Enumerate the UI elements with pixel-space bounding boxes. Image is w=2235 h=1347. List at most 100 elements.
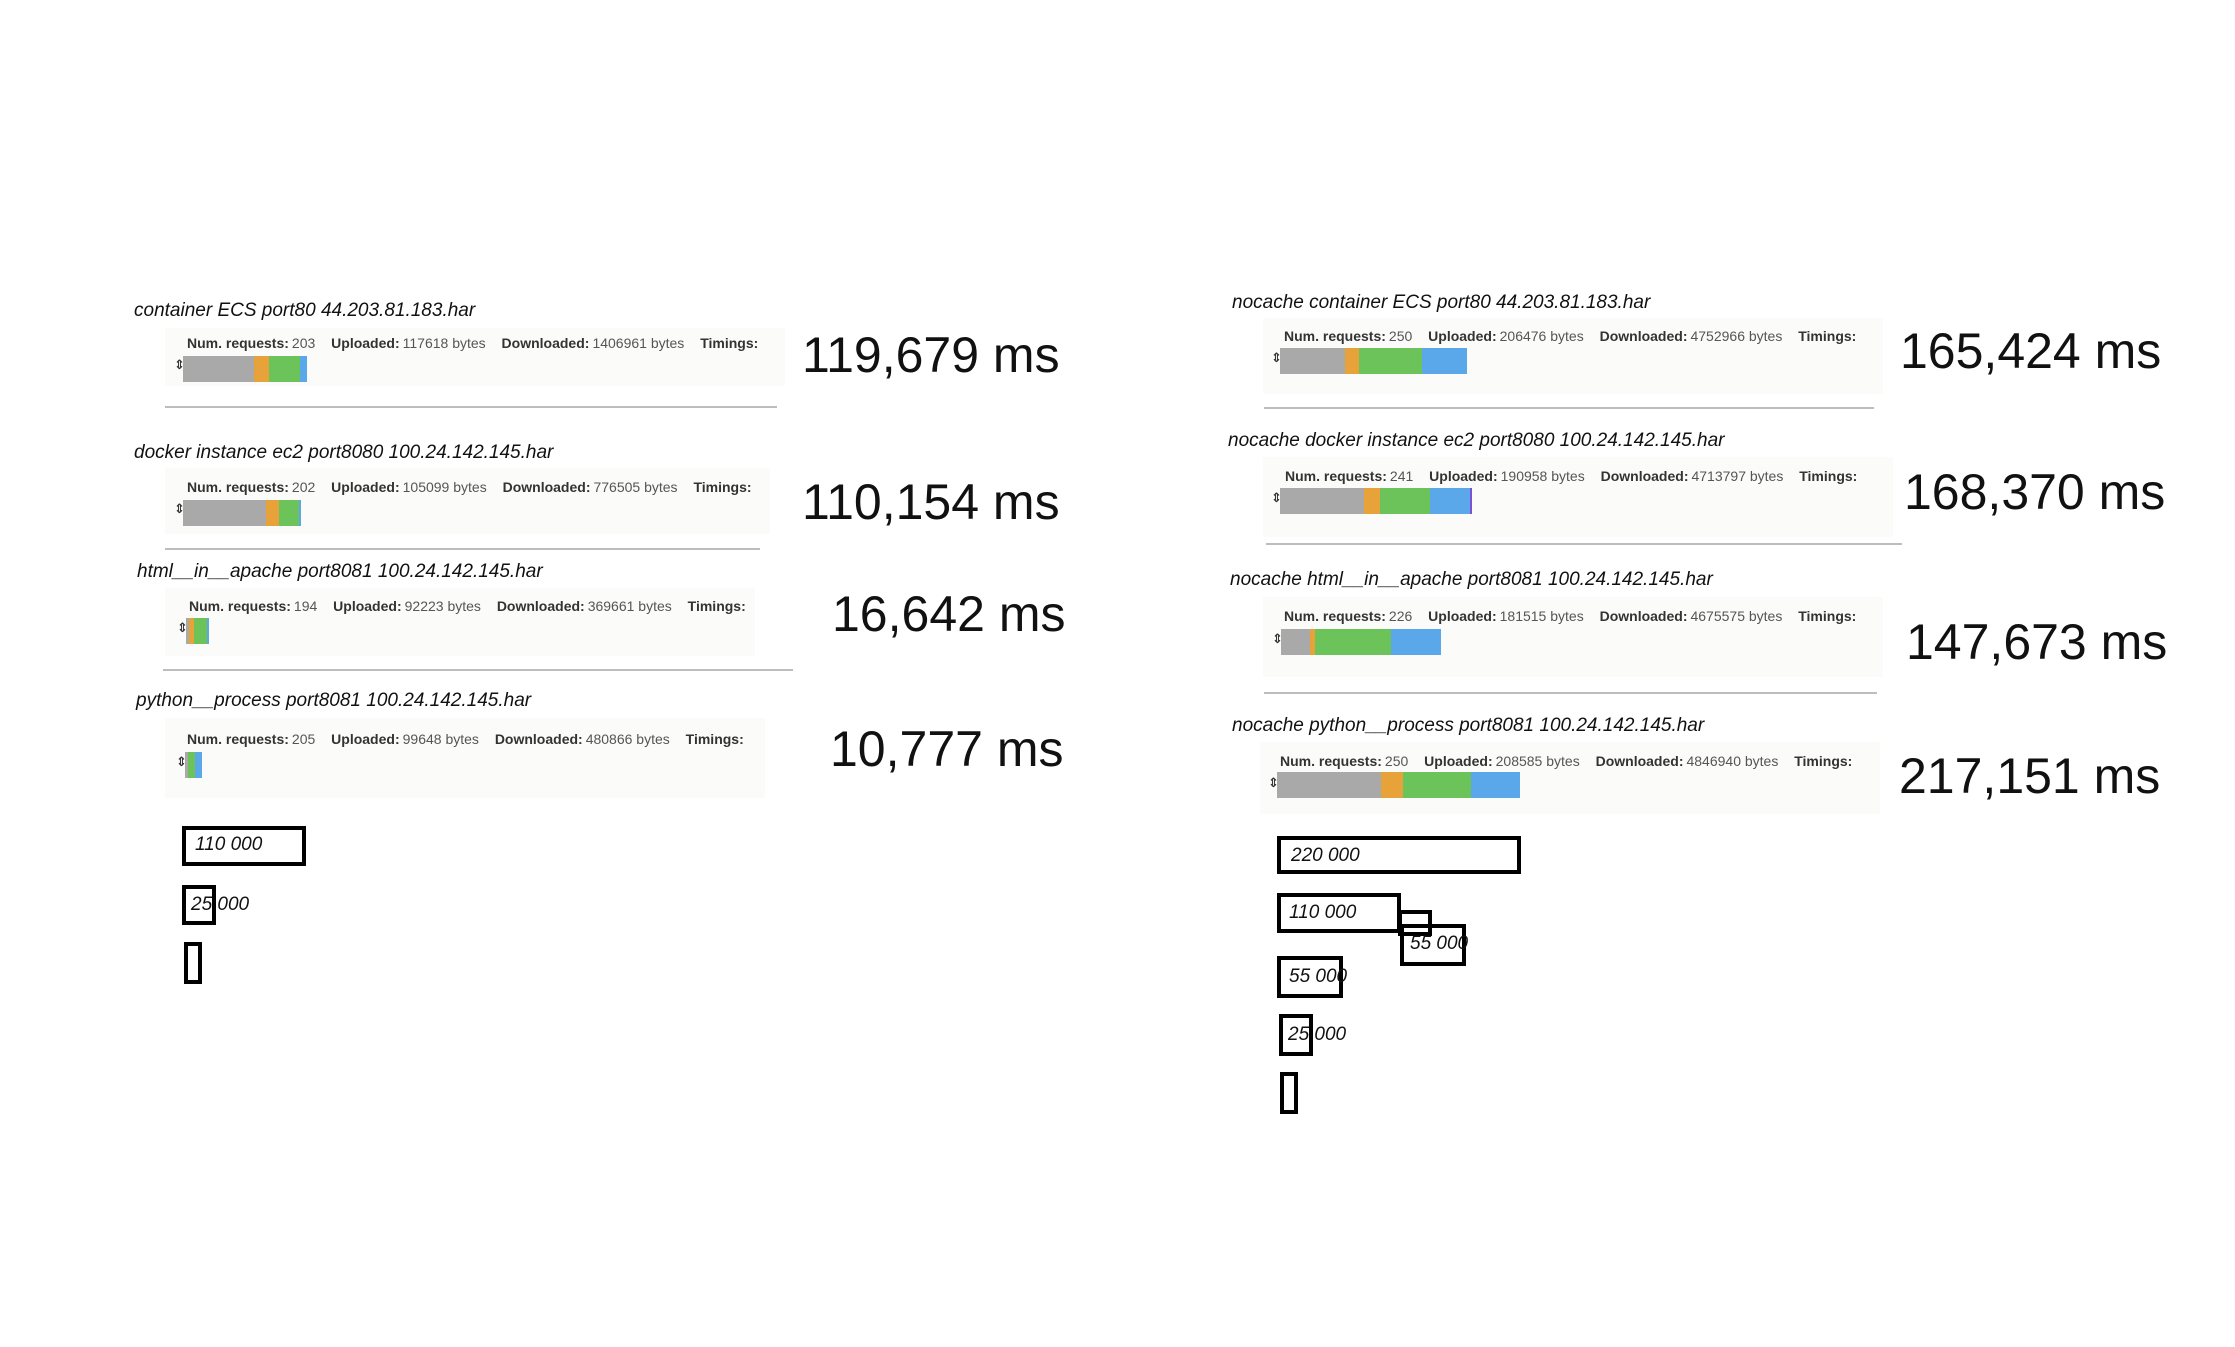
scale-box: [1277, 956, 1343, 998]
scale-box: [1400, 924, 1466, 966]
total-time: 10,777 ms: [830, 721, 1064, 777]
har-title: nocache container ECS port80 44.203.81.1…: [1232, 292, 1651, 313]
timing-segment-orange: [189, 618, 195, 644]
downloaded-value: 4713797 bytes: [1691, 468, 1784, 484]
timing-segment-green: [1403, 772, 1472, 798]
timing-segment-gray: [183, 356, 254, 382]
har-stats: Num. requests: 226 Uploaded: 181515 bytes …: [1284, 608, 1857, 624]
timing-segment-blue: [299, 356, 307, 382]
uploaded-value: 117618 bytes: [402, 335, 486, 351]
scale-box: [184, 942, 202, 984]
total-time: 147,673 ms: [1906, 614, 2168, 670]
drag-handle-icon[interactable]: ⇕: [177, 621, 188, 636]
num-requests-value: 202: [291, 479, 316, 495]
timing-segment-gray: [1277, 772, 1382, 798]
scale-label: 220 000: [1291, 845, 1360, 866]
har-title: html__in__apache port8081 100.24.142.145…: [137, 561, 543, 582]
card-divider: [1264, 407, 1874, 409]
total-time: 119,679 ms: [802, 327, 1060, 383]
scale-label: 55 000: [1289, 966, 1348, 987]
timing-bar: [1277, 772, 1520, 798]
uploaded-value: 190958 bytes: [1500, 468, 1585, 484]
timing-segment-blue: [1391, 629, 1441, 655]
scale-label: 55 000: [1410, 933, 1469, 954]
timing-bar: [1280, 348, 1467, 374]
timing-segment-orange: [1345, 348, 1359, 374]
har-stats: Num. requests: 205 Uploaded: 99648 bytes D…: [187, 731, 744, 747]
uploaded-value: 206476 bytes: [1499, 328, 1584, 344]
timing-bar: [183, 500, 301, 526]
card-divider: [1266, 543, 1902, 545]
har-title: docker instance ec2 port8080 100.24.142.…: [134, 442, 554, 463]
timing-segment-blue: [298, 500, 301, 526]
timing-segment-orange: [1381, 772, 1404, 798]
timing-segment-green: [268, 356, 300, 382]
timing-segment-green: [188, 752, 196, 778]
timing-segment-gray: [186, 618, 190, 644]
har-title: nocache python__process port8081 100.24.…: [1232, 715, 1705, 736]
num-requests-value: 194: [293, 598, 318, 614]
scale-box: [1277, 836, 1521, 874]
har-card: [165, 718, 765, 798]
timing-segment-orange: [1364, 488, 1380, 514]
downloaded-value: 1406961 bytes: [592, 335, 685, 351]
drag-handle-icon[interactable]: ⇕: [1271, 351, 1282, 366]
uploaded-value: 105099 bytes: [402, 479, 487, 495]
har-card: [165, 588, 755, 656]
num-requests-value: 203: [291, 335, 316, 351]
total-time: 217,151 ms: [1899, 748, 2161, 804]
har-stats: Num. requests: 250 Uploaded: 208585 bytes …: [1280, 753, 1853, 769]
scale-box: [1280, 1072, 1298, 1114]
downloaded-value: 4752966 bytes: [1690, 328, 1783, 344]
drag-handle-icon[interactable]: ⇕: [174, 502, 185, 517]
card-divider: [163, 669, 793, 671]
timing-segment-green: [1379, 488, 1430, 514]
downloaded-value: 776505 bytes: [593, 479, 678, 495]
har-title: container ECS port80 44.203.81.183.har: [134, 300, 476, 321]
har-title: nocache docker instance ec2 port8080 100…: [1228, 430, 1725, 451]
timing-segment-gray: [1280, 488, 1365, 514]
drag-handle-icon[interactable]: ⇕: [174, 358, 185, 373]
timing-segment-purple: [1470, 488, 1472, 514]
total-time: 110,154 ms: [802, 474, 1060, 530]
num-requests-value: 241: [1389, 468, 1414, 484]
num-requests-value: 226: [1388, 608, 1413, 624]
timing-segment-gray: [1280, 348, 1346, 374]
har-title: python__process port8081 100.24.142.145.…: [136, 690, 532, 711]
uploaded-value: 99648 bytes: [402, 731, 479, 747]
drag-handle-icon[interactable]: ⇕: [1268, 776, 1279, 791]
drag-handle-icon[interactable]: ⇕: [176, 755, 187, 770]
card-divider: [165, 406, 777, 408]
uploaded-value: 181515 bytes: [1499, 608, 1584, 624]
har-title: nocache html__in__apache port8081 100.24…: [1230, 569, 1713, 590]
scale-box: [1279, 1014, 1313, 1056]
timing-segment-blue: [1471, 772, 1520, 798]
scale-box: [182, 826, 306, 866]
timing-segment-green: [194, 618, 207, 644]
downloaded-value: 4675575 bytes: [1690, 608, 1783, 624]
drag-handle-icon[interactable]: ⇕: [1272, 632, 1283, 647]
har-stats: Num. requests: 241 Uploaded: 190958 bytes …: [1285, 468, 1858, 484]
har-stats: Num. requests: 203 Uploaded: 117618 bytes …: [187, 335, 759, 351]
timing-segment-blue: [195, 752, 202, 778]
scale-label: 25 000: [191, 894, 250, 915]
num-requests-value: 250: [1388, 328, 1413, 344]
uploaded-value: 92223 bytes: [404, 598, 481, 614]
timing-segment-gray: [183, 500, 266, 526]
card-divider: [1264, 692, 1877, 694]
timing-segment-green: [278, 500, 299, 526]
downloaded-value: 480866 bytes: [585, 731, 670, 747]
scale-label: 110 000: [195, 834, 263, 855]
downloaded-value: 369661 bytes: [587, 598, 672, 614]
timing-segment-gray: [185, 752, 189, 778]
num-requests-value: 205: [291, 731, 316, 747]
timing-segment-blue: [1422, 348, 1467, 374]
scale-box: [182, 885, 216, 925]
timing-segment-blue: [1429, 488, 1471, 514]
scale-box: [1398, 910, 1432, 936]
timing-bar: [1281, 629, 1441, 655]
drag-handle-icon[interactable]: ⇕: [1271, 491, 1282, 506]
timing-bar: [185, 752, 202, 778]
total-time: 16,642 ms: [832, 586, 1066, 642]
har-stats: Num. requests: 202 Uploaded: 105099 bytes …: [187, 479, 752, 495]
